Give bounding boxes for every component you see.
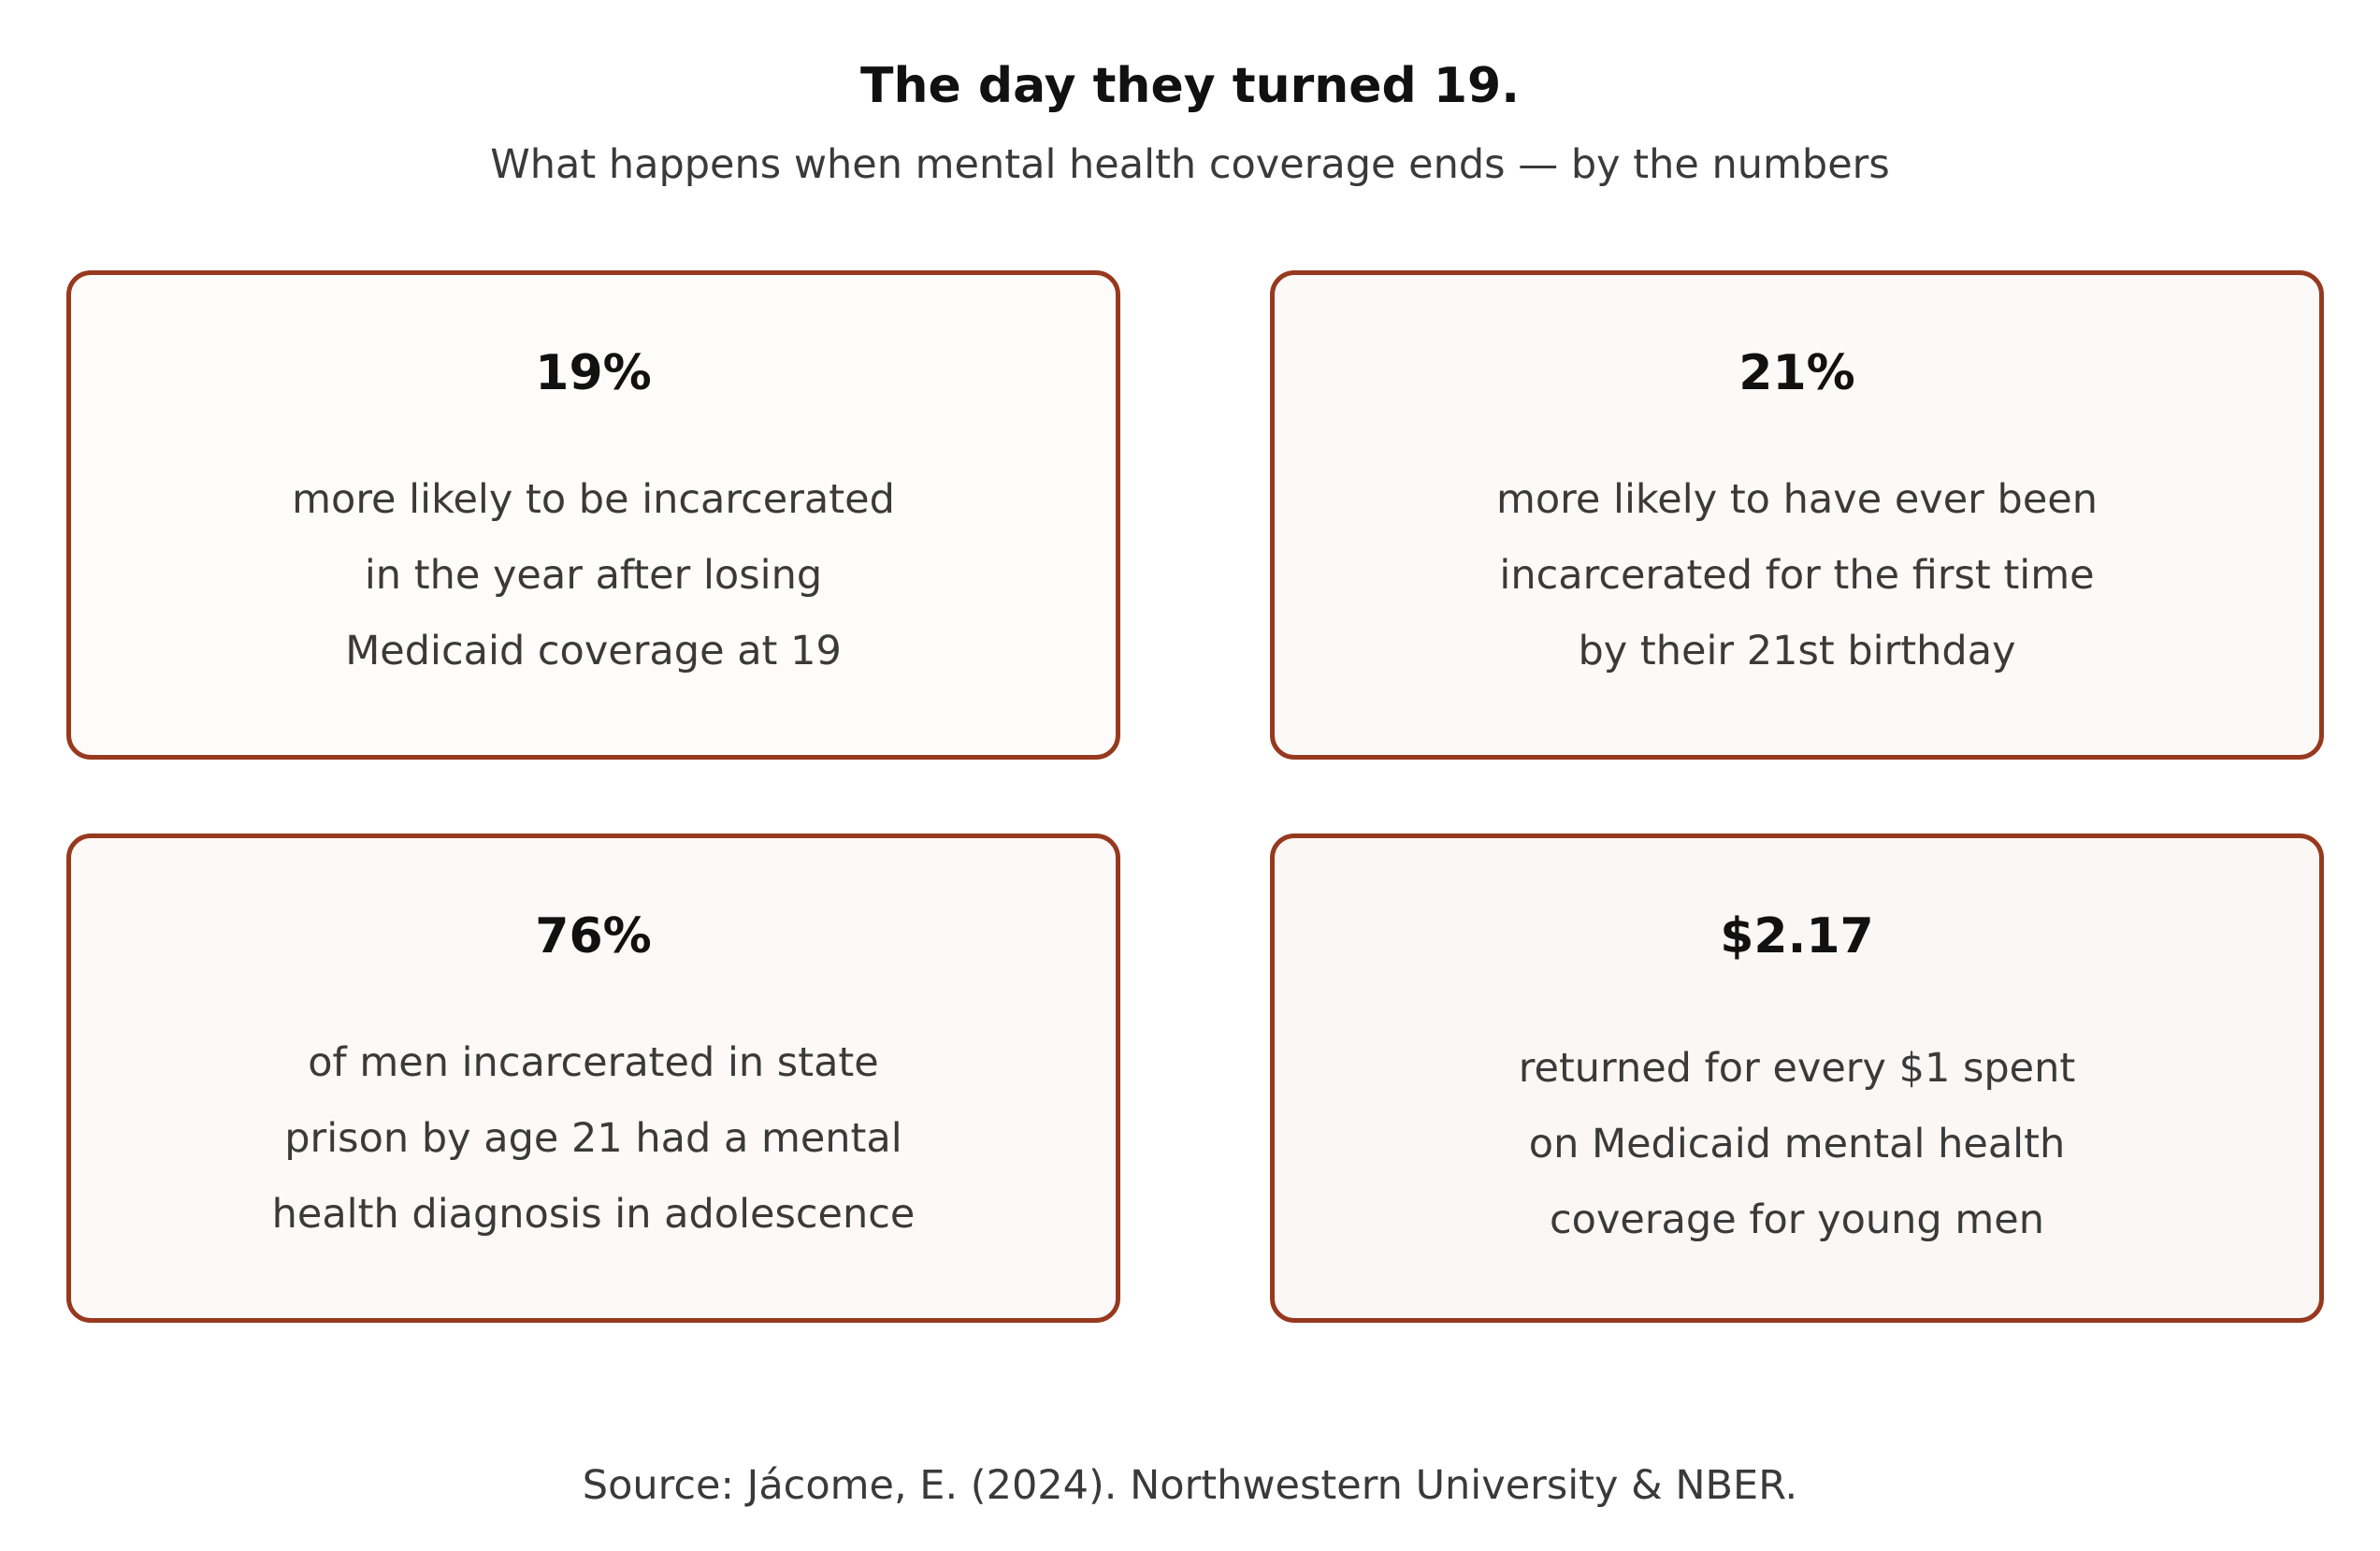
stat-description-line: Medicaid coverage at 19 bbox=[345, 628, 842, 674]
stat-description: more likely to be incarcerated in the ye… bbox=[71, 462, 1116, 689]
stat-card-incarceration-after-losing-coverage: 19% more likely to be incarcerated in th… bbox=[66, 270, 1120, 760]
stat-description-line: in the year after losing bbox=[364, 552, 823, 599]
stat-description-line: health diagnosis in adolescence bbox=[271, 1191, 916, 1238]
stat-card-return-on-investment: $2.17 returned for every $1 spent on Med… bbox=[1270, 833, 2324, 1323]
stat-description-line: of men incarcerated in state bbox=[308, 1039, 879, 1086]
stat-description: returned for every $1 spent on Medicaid … bbox=[1275, 1031, 2319, 1258]
page-title: The day they turned 19. bbox=[860, 58, 1520, 114]
stat-description-line: returned for every $1 spent bbox=[1518, 1045, 2076, 1092]
stat-description-line: coverage for young men bbox=[1550, 1196, 2044, 1243]
stat-card-mental-health-diagnosis: 76% of men incarcerated in state prison … bbox=[66, 833, 1120, 1323]
stat-description-line: by their 21st birthday bbox=[1578, 628, 2016, 674]
stat-description-line: more likely to be incarcerated bbox=[292, 476, 895, 523]
stat-description-line: incarcerated for the first time bbox=[1499, 552, 2095, 599]
stat-description-line: prison by age 21 had a mental bbox=[284, 1115, 902, 1162]
source-citation: Source: Jácome, E. (2024). Northwestern … bbox=[582, 1462, 1798, 1509]
stat-description: of men incarcerated in state prison by a… bbox=[71, 1025, 1116, 1253]
stat-card-first-incarceration: 21% more likely to have ever been incarc… bbox=[1270, 270, 2324, 760]
stat-description-line: more likely to have ever been bbox=[1495, 476, 2098, 523]
stat-description-line: on Medicaid mental health bbox=[1528, 1121, 2066, 1167]
stat-value: $2.17 bbox=[1720, 908, 1874, 964]
stat-description: more likely to have ever been incarcerat… bbox=[1275, 462, 2319, 689]
stat-value: 21% bbox=[1738, 345, 1855, 401]
stat-value: 19% bbox=[535, 345, 652, 401]
stat-value: 76% bbox=[535, 908, 652, 964]
page-subtitle: What happens when mental health coverage… bbox=[490, 141, 1890, 188]
